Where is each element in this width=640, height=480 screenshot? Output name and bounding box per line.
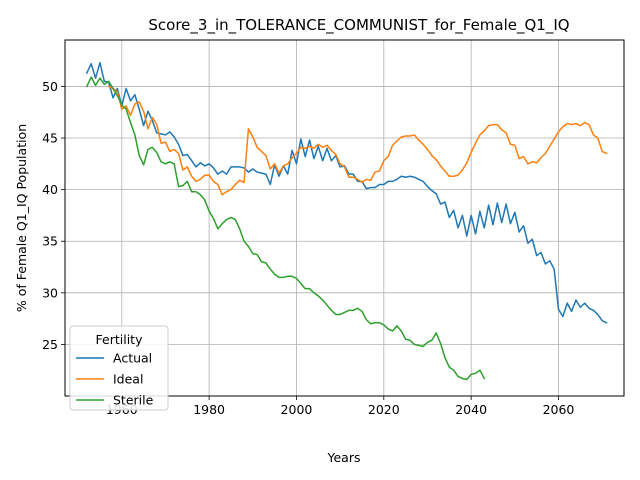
x-axis-title: Years — [327, 450, 361, 465]
legend-box — [69, 325, 169, 411]
x-tick-label: 1980 — [193, 402, 225, 417]
legend-label-actual: Actual — [113, 351, 152, 366]
series-line-sterile — [85, 76, 486, 381]
legend-label-ideal: Ideal — [113, 372, 143, 387]
x-tick-label: 2000 — [281, 402, 313, 417]
y-tick-label: 45 — [42, 131, 58, 146]
y-tick-label: 40 — [42, 182, 58, 197]
legend-label-sterile: Sterile — [113, 393, 154, 408]
legend-entries: Actual Ideal Sterile — [76, 351, 154, 408]
x-tick-label: 2060 — [543, 402, 575, 417]
x-tick-label: 2020 — [368, 402, 400, 417]
series-lines — [85, 61, 608, 381]
grid-lines — [65, 40, 624, 396]
series-line-ideal — [107, 85, 608, 196]
plot-frame — [64, 39, 625, 397]
x-tick-label: 2040 — [455, 402, 487, 417]
y-axis-title: % of Female Q1_IQ Population — [14, 124, 29, 312]
y-tick-label: 50 — [42, 79, 58, 94]
x-axis-ticks: 196019802000202020402060 — [106, 396, 575, 417]
y-tick-label: 35 — [42, 234, 58, 249]
legend: Fertility Actual Ideal Sterile — [69, 325, 169, 411]
y-tick-label: 30 — [42, 285, 58, 300]
chart-title: Score_3_in_TOLERANCE_COMMUNIST_for_Femal… — [148, 16, 569, 35]
legend-title: Fertility — [96, 332, 144, 347]
series-line-actual — [85, 61, 608, 324]
y-axis-ticks: 25 30 35 40 45 50 — [42, 79, 65, 352]
y-tick-label: 25 — [42, 337, 58, 352]
